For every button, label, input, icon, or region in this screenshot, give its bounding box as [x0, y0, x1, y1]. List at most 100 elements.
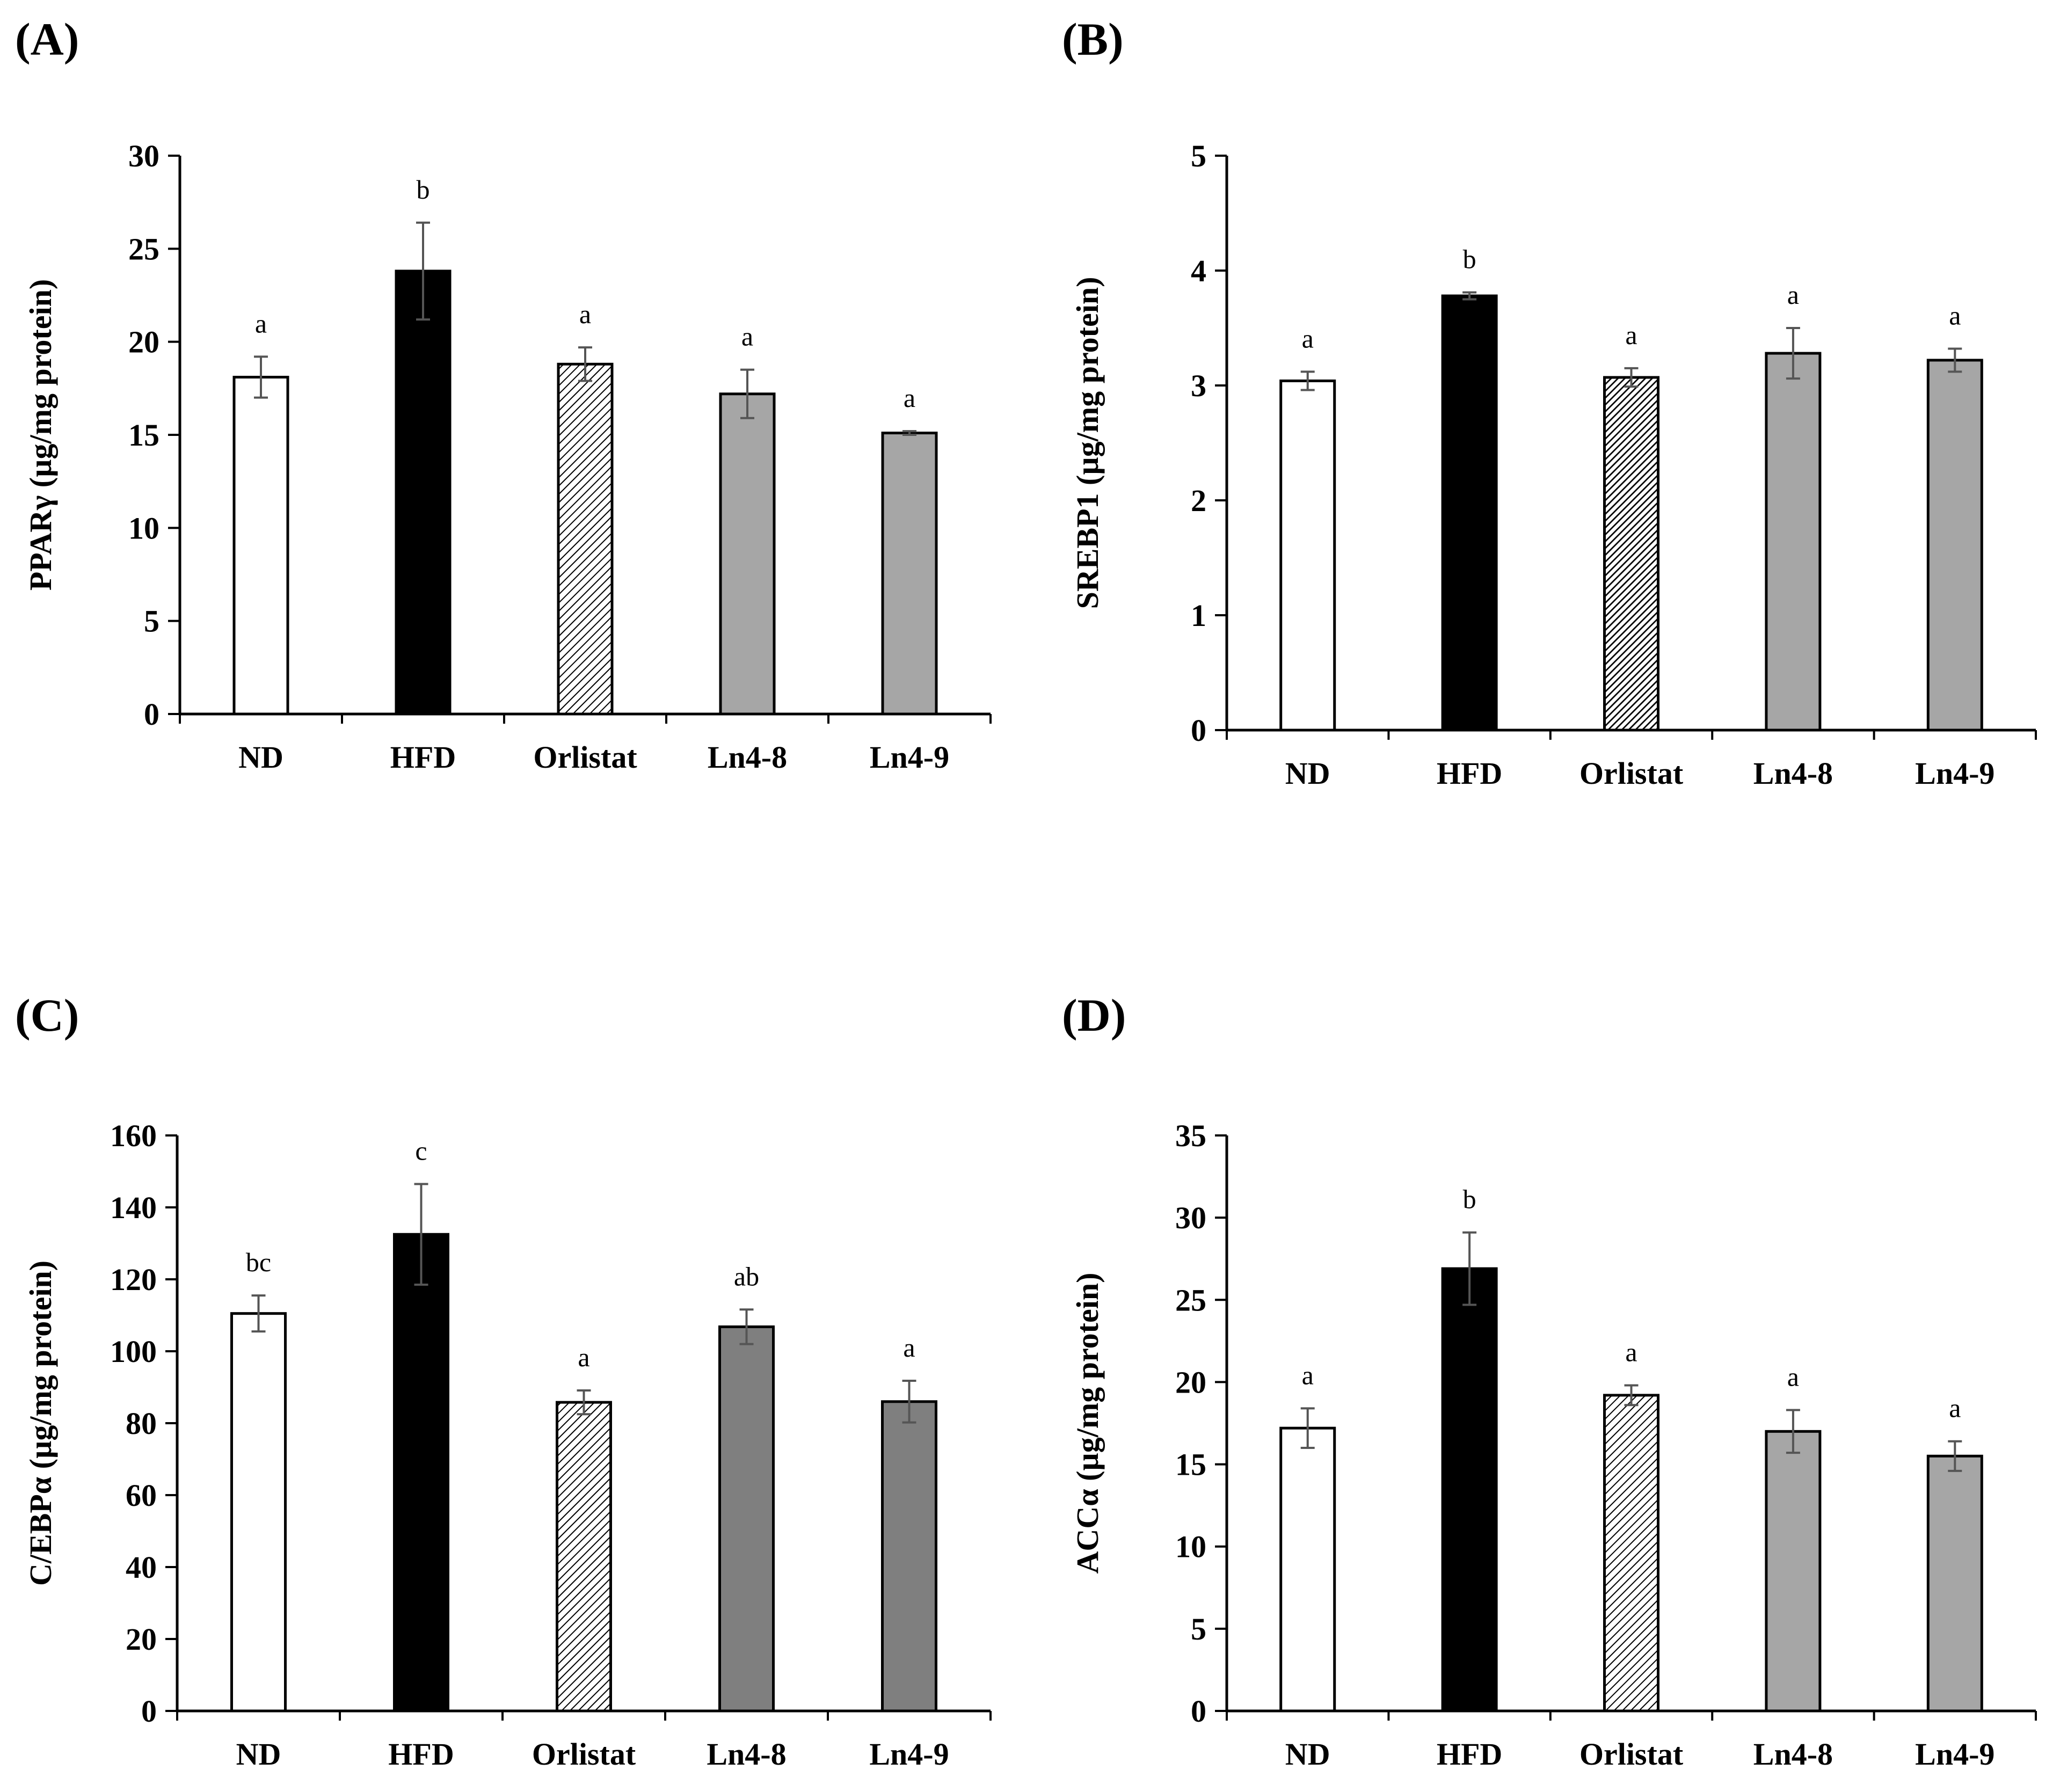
bar-nd — [230, 1312, 287, 1713]
x-category-label: Ln4-9 — [1915, 1737, 1995, 1772]
y-tick-label: 2 — [1191, 483, 1206, 518]
x-category-label: Ln4-8 — [1753, 1737, 1833, 1772]
bar-orlistat — [1603, 1394, 1659, 1713]
bar-hfd — [395, 269, 452, 716]
y-tick-label: 4 — [1191, 253, 1206, 288]
bar-hfd — [1441, 294, 1498, 732]
significance-label: a — [1949, 1393, 1961, 1423]
x-category-label: Ln4-9 — [870, 740, 949, 775]
bar-ln4-8 — [1765, 352, 1822, 732]
x-category-label: ND — [236, 1737, 281, 1772]
significance-label: a — [1302, 323, 1314, 353]
significance-label: a — [579, 299, 591, 329]
y-tick-label: 20 — [126, 1622, 157, 1657]
x-category-label: HFD — [1437, 1737, 1502, 1772]
y-tick-label: 25 — [128, 231, 159, 266]
panel-label: (D) — [1062, 989, 1126, 1041]
significance-label: bc — [246, 1247, 271, 1277]
x-category-label: ND — [1285, 1737, 1330, 1772]
y-tick-label: 15 — [128, 418, 159, 453]
y-tick-label: 0 — [1191, 1694, 1206, 1729]
y-axis-title: PPARγ (µg/mg protein) — [23, 279, 58, 591]
significance-label: a — [255, 308, 267, 338]
significance-label: a — [1949, 301, 1961, 331]
significance-label: a — [1625, 1337, 1637, 1367]
x-category-label: HFD — [1437, 756, 1502, 791]
x-category-label: Orlistat — [1579, 1737, 1684, 1772]
significance-label: b — [417, 174, 430, 205]
bar-ln4-8 — [718, 1325, 775, 1713]
y-tick-label: 140 — [110, 1190, 157, 1225]
x-category-label: Ln4-9 — [1915, 756, 1995, 791]
y-tick-label: 30 — [1175, 1200, 1206, 1235]
y-tick-label: 3 — [1191, 368, 1206, 403]
bar-orlistat — [1603, 376, 1659, 732]
bar-orlistat — [557, 362, 614, 716]
bar-hfd — [1441, 1267, 1498, 1713]
y-tick-label: 60 — [126, 1478, 157, 1513]
significance-label: a — [1787, 280, 1799, 310]
significance-label: b — [1463, 244, 1476, 274]
significance-label: a — [578, 1342, 589, 1372]
x-category-label: Orlistat — [1579, 756, 1684, 791]
y-tick-label: 5 — [1191, 139, 1206, 173]
y-tick-label: 10 — [128, 511, 159, 545]
y-tick-label: 40 — [126, 1550, 157, 1585]
chart-panel-3: (C) C/EBPα (µg/mg protein) 0 20 40 60 80 100 120… — [15, 989, 992, 1772]
y-tick-label: 5 — [1191, 1612, 1206, 1647]
chart-panel-1: (A) PPARγ (µg/mg protein) 0 5 10 15 20 25 30 a ND b… — [15, 13, 992, 775]
y-tick-label: 25 — [1175, 1283, 1206, 1317]
panel-label: (B) — [1062, 13, 1124, 65]
chart-panel-2: (B) SREBP1 (µg/mg protein) 0 1 2 3 4 5 a ND b HFD a O… — [1062, 13, 2037, 791]
x-category-label: HFD — [388, 1737, 454, 1772]
x-category-label: Ln4-8 — [1753, 756, 1833, 791]
significance-label: a — [1625, 320, 1637, 350]
significance-label: a — [903, 1332, 915, 1363]
y-tick-label: 20 — [1175, 1365, 1206, 1400]
y-tick-label: 15 — [1175, 1447, 1206, 1482]
bar-ln4-9 — [1926, 359, 1983, 732]
x-category-label: ND — [238, 740, 283, 775]
significance-label: a — [1787, 1361, 1799, 1392]
bar-ln4-9 — [1926, 1454, 1983, 1713]
y-axis-title: ACCα (µg/mg protein) — [1070, 1273, 1105, 1574]
significance-label: b — [1463, 1184, 1476, 1214]
y-tick-label: 30 — [128, 139, 159, 173]
x-category-label: Ln4-8 — [707, 1737, 786, 1772]
y-tick-label: 0 — [1191, 713, 1206, 748]
significance-label: ab — [734, 1261, 759, 1291]
bar-ln4-8 — [719, 392, 776, 716]
y-tick-label: 20 — [128, 325, 159, 360]
significance-label: a — [1302, 1360, 1314, 1390]
x-category-label: HFD — [390, 740, 456, 775]
bar-ln4-9 — [881, 432, 938, 716]
y-tick-label: 10 — [1175, 1529, 1206, 1564]
y-tick-label: 5 — [144, 604, 159, 639]
significance-label: a — [741, 322, 753, 352]
bar-ln4-8 — [1765, 1430, 1822, 1713]
y-tick-label: 160 — [110, 1118, 157, 1153]
y-tick-label: 120 — [110, 1262, 157, 1297]
chart-panel-4: (D) ACCα (µg/mg protein) 0 5 10 15 20 25 30 35 a ND… — [1062, 989, 2037, 1772]
bar-ln4-9 — [881, 1400, 937, 1713]
y-tick-label: 100 — [110, 1334, 157, 1369]
y-tick-label: 0 — [144, 697, 159, 732]
y-tick-label: 80 — [126, 1406, 157, 1441]
y-tick-label: 1 — [1191, 598, 1206, 633]
bar-nd — [232, 376, 289, 716]
bar-hfd — [393, 1233, 449, 1713]
y-axis-title: SREBP1 (µg/mg protein) — [1070, 277, 1105, 609]
significance-label: c — [415, 1135, 427, 1165]
bar-nd — [1279, 1426, 1336, 1713]
x-category-label: Ln4-9 — [869, 1737, 949, 1772]
bar-nd — [1279, 379, 1336, 732]
bar-orlistat — [556, 1401, 612, 1713]
y-tick-label: 35 — [1175, 1118, 1206, 1153]
y-axis-title: C/EBPα (µg/mg protein) — [23, 1261, 58, 1586]
x-category-label: Ln4-8 — [708, 740, 787, 775]
x-category-label: ND — [1285, 756, 1330, 791]
panel-label: (C) — [15, 989, 79, 1041]
y-tick-label: 0 — [141, 1694, 157, 1729]
x-category-label: Orlistat — [532, 1737, 636, 1772]
